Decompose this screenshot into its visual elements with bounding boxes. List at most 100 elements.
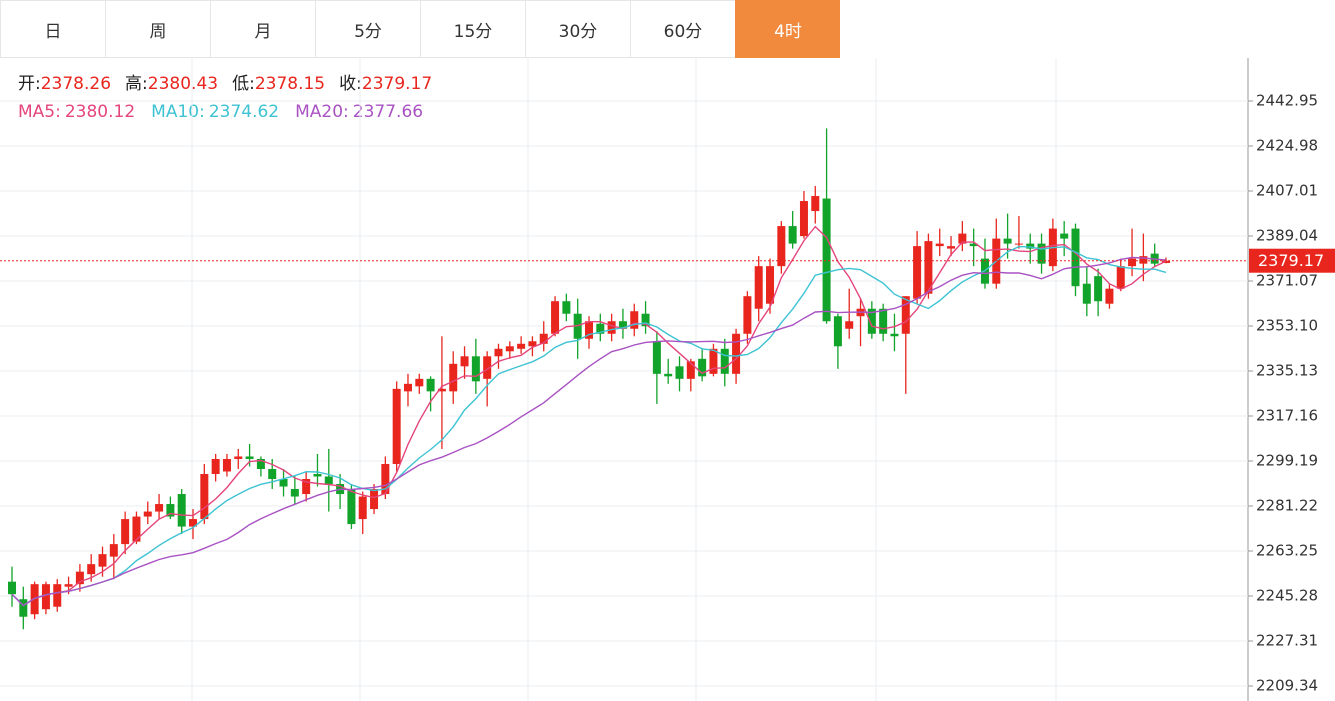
candle-body — [630, 311, 639, 329]
candle-body — [143, 511, 152, 517]
candle-body — [664, 373, 673, 377]
candle-body — [596, 323, 605, 334]
candle-body — [913, 246, 922, 299]
y-tick-label: 2263.25 — [1256, 541, 1318, 559]
y-tick-label: 2299.19 — [1256, 451, 1318, 469]
candle-body — [449, 363, 458, 392]
period-tab[interactable]: 30分 — [525, 0, 630, 58]
ohlc-value: 2378.26 — [40, 74, 112, 94]
candle-body — [585, 321, 593, 339]
candle-body — [211, 458, 220, 474]
ohlc-value: 2379.17 — [361, 74, 433, 94]
candle-body — [155, 504, 164, 512]
candle-body — [958, 233, 967, 244]
candle-body — [87, 564, 96, 575]
info-header: 开:2378.26 高:2380.43 低:2378.15 收:2379.17 MA5… — [18, 70, 446, 126]
candle-body — [166, 504, 175, 517]
price-tag-label: 2379.17 — [1258, 251, 1324, 270]
candle-body — [698, 358, 707, 377]
candle-body — [1026, 243, 1035, 249]
candle-body — [969, 243, 978, 247]
candle-body — [358, 496, 367, 520]
candle-body — [245, 456, 254, 459]
candle-body — [200, 473, 209, 520]
candle-body — [788, 226, 797, 244]
y-tick-label: 2317.16 — [1256, 406, 1318, 424]
candle-body — [517, 343, 526, 349]
candle-body — [41, 584, 50, 610]
candle-body — [686, 361, 695, 379]
ohlc-label: 收: — [339, 74, 362, 94]
candle-body — [1128, 258, 1137, 267]
candle-body — [222, 458, 231, 472]
period-tab[interactable]: 周 — [105, 0, 210, 58]
ma-row: MA5: 2380.12 MA10: 2374.62 MA20: 2377.66 — [18, 98, 446, 126]
ohlc-row: 开:2378.26 高:2380.43 低:2378.15 收:2379.17 — [18, 70, 446, 98]
period-tab[interactable]: 月 — [210, 0, 315, 58]
candle-body — [754, 266, 763, 309]
candle-body — [743, 296, 752, 334]
candle-body — [1014, 243, 1023, 245]
candle-body — [879, 308, 888, 334]
candle-body — [1071, 228, 1080, 287]
candle-body — [121, 519, 130, 545]
y-tick-label: 2227.31 — [1256, 631, 1318, 649]
candle-body — [1094, 276, 1103, 302]
candle-body — [415, 378, 424, 387]
y-tick-label: 2209.34 — [1256, 676, 1318, 694]
candle-body — [8, 581, 16, 595]
ma-label: MA20: — [295, 102, 349, 122]
ohlc-value: 2380.43 — [147, 74, 219, 94]
candle-body — [833, 316, 842, 347]
candle-body — [732, 333, 741, 374]
candle-body — [890, 333, 899, 337]
candle-body — [709, 348, 718, 374]
ma-value: 2377.66 — [352, 102, 424, 122]
candle-body — [189, 519, 198, 527]
candle-body — [392, 388, 401, 464]
ohlc-label: 高: — [125, 74, 148, 94]
candle-body — [471, 356, 480, 382]
ma-line — [11, 225, 1167, 607]
period-tab[interactable]: 5分 — [315, 0, 420, 58]
candle-body — [528, 341, 537, 347]
candle-body — [1105, 288, 1114, 304]
candle-body — [1060, 233, 1069, 239]
candle-body — [675, 366, 684, 379]
candle-body — [370, 489, 379, 510]
y-tick-label: 2442.95 — [1256, 91, 1318, 109]
candle-body — [935, 243, 944, 247]
candle-body — [494, 348, 503, 357]
period-tab[interactable]: 15分 — [420, 0, 525, 58]
candle-body — [641, 313, 650, 327]
period-tab[interactable]: 4时 — [735, 0, 840, 58]
candle-body — [437, 388, 446, 392]
candle-body — [652, 341, 661, 374]
y-tick-label: 2335.13 — [1256, 361, 1318, 379]
candle-body — [109, 544, 118, 557]
candle-body — [460, 356, 469, 367]
candle-body — [505, 346, 514, 352]
candle-body — [132, 516, 141, 542]
ma-value: 2380.12 — [64, 102, 136, 122]
candle-body — [845, 321, 854, 329]
candle-body — [302, 479, 311, 495]
ohlc-value: 2378.15 — [254, 74, 326, 94]
candle-body — [64, 584, 73, 587]
candle-body — [177, 494, 186, 527]
candle-body — [799, 201, 808, 237]
candle-body — [720, 348, 729, 374]
candle-body — [53, 584, 62, 607]
y-tick-label: 2389.04 — [1256, 226, 1318, 244]
candle-body — [867, 308, 876, 334]
candle-body — [234, 456, 243, 459]
ma-line — [11, 245, 1167, 607]
period-tab[interactable]: 60分 — [630, 0, 735, 58]
period-tabs: 日周月 5分 15分 30分 60分 4时 — [0, 0, 840, 58]
period-tab[interactable]: 日 — [0, 0, 105, 58]
candle-body — [403, 383, 412, 392]
ohlc-label: 开: — [18, 74, 41, 94]
y-tick-label: 2353.10 — [1256, 316, 1318, 334]
